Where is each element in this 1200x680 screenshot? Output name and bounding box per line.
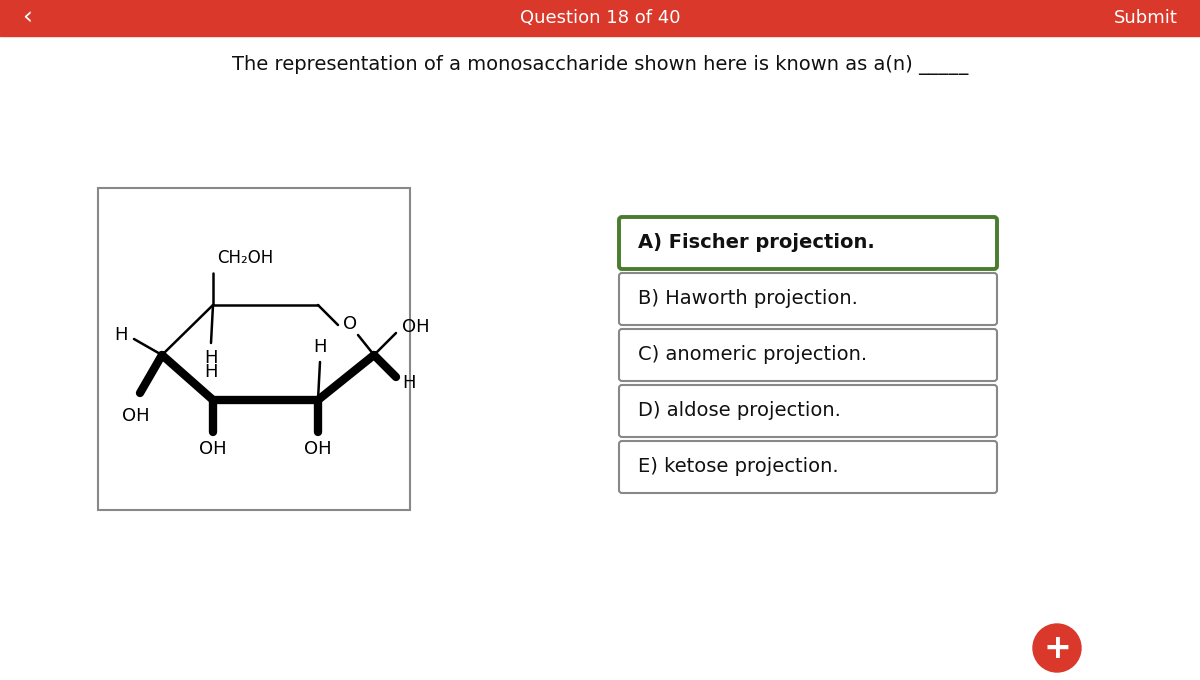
Text: Question 18 of 40: Question 18 of 40 — [520, 9, 680, 27]
Text: E) ketose projection.: E) ketose projection. — [638, 458, 839, 477]
Text: D) aldose projection.: D) aldose projection. — [638, 401, 841, 420]
Text: OH: OH — [122, 407, 150, 425]
Text: OH: OH — [402, 318, 430, 336]
FancyBboxPatch shape — [619, 217, 997, 269]
Text: H: H — [204, 349, 217, 367]
Text: H: H — [204, 363, 217, 381]
FancyBboxPatch shape — [619, 273, 997, 325]
Text: H: H — [114, 326, 128, 344]
FancyBboxPatch shape — [619, 441, 997, 493]
Text: CH₂OH: CH₂OH — [217, 249, 274, 267]
Text: A) Fischer projection.: A) Fischer projection. — [638, 233, 875, 252]
Text: ‹: ‹ — [22, 6, 32, 30]
Text: Submit: Submit — [1114, 9, 1178, 27]
Text: O: O — [343, 315, 358, 333]
Text: OH: OH — [304, 440, 332, 458]
Text: The representation of a monosaccharide shown here is known as a(n) _____: The representation of a monosaccharide s… — [232, 55, 968, 75]
FancyBboxPatch shape — [98, 188, 410, 510]
Text: B) Haworth projection.: B) Haworth projection. — [638, 290, 858, 309]
Text: C) anomeric projection.: C) anomeric projection. — [638, 345, 868, 364]
Text: H: H — [402, 374, 415, 392]
Circle shape — [1033, 624, 1081, 672]
Text: H: H — [313, 338, 326, 356]
Text: OH: OH — [199, 440, 227, 458]
Bar — [0, 0, 1200, 36]
Text: +: + — [1043, 632, 1070, 664]
FancyBboxPatch shape — [619, 385, 997, 437]
FancyBboxPatch shape — [619, 329, 997, 381]
